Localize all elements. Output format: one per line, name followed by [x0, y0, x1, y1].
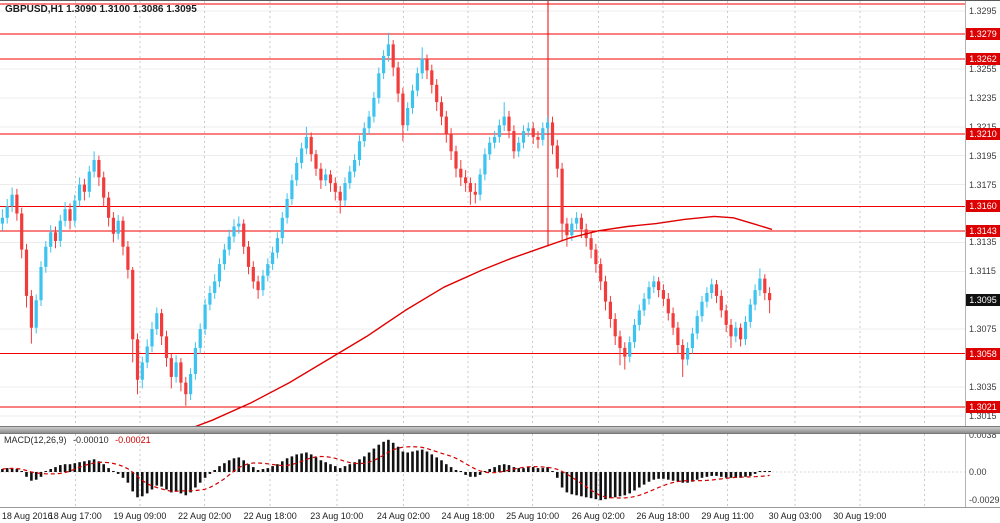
price-tick-label: 1.3295: [969, 6, 997, 17]
time-axis-label: 18 Aug 2016: [1, 511, 53, 521]
time-axis-label: 24 Aug 02:00: [376, 511, 430, 521]
time-axis-label: 26 Aug 02:00: [571, 511, 625, 521]
price-tick-label: 1.3175: [969, 179, 997, 190]
time-axis-label: 23 Aug 10:00: [310, 511, 364, 521]
price-tick-label: 1.3135: [969, 237, 997, 248]
price-tick-label: 1.3075: [969, 324, 997, 335]
macd-tick-label: 0.0038: [969, 429, 997, 440]
time-axis-label: 30 Aug 03:00: [768, 511, 822, 521]
price-axis[interactable]: 1.3295 1.3255 1.3235 1.3215 1.3195 1.3175 1.31…: [965, 1, 1000, 507]
price-level-tag: 1.3143: [966, 224, 1000, 237]
price-tick-label: 1.3215: [969, 121, 997, 132]
main-chart-pane[interactable]: [0, 1, 965, 426]
time-axis-label: 25 Aug 10:00: [506, 511, 560, 521]
price-tick-label: 1.3195: [969, 150, 997, 161]
time-axis-label: 24 Aug 18:00: [441, 511, 495, 521]
time-axis-label: 29 Aug 11:00: [701, 511, 754, 521]
time-axis-label: 18 Aug 17:00: [48, 511, 102, 521]
price-level-tag: 1.3210: [966, 127, 1000, 140]
macd-histogram: [1, 439, 771, 501]
macd-tick-label: 0.00: [969, 466, 987, 477]
sma-line: [194, 215, 773, 426]
price-level-tag: 1.3279: [966, 28, 1000, 41]
time-axis-label: 19 Aug 09:00: [113, 511, 167, 521]
macd-main-value: -0.00010: [73, 435, 109, 445]
macd-indicator-label: MACD(12,26,9) -0.00010 -0.00021: [4, 435, 155, 445]
price-level-tag: 1.3058: [966, 347, 1000, 360]
current-price-tag: 1.3095: [966, 294, 1000, 307]
macd-pane[interactable]: [0, 434, 965, 507]
price-level-tag: 1.3021: [966, 401, 1000, 414]
time-axis-label: 30 Aug 19:00: [833, 511, 887, 521]
price-level-tag: 1.3262: [966, 52, 1000, 65]
price-tick-label: 1.3235: [969, 92, 997, 103]
macd-tick-label: -0.0029: [969, 495, 1000, 506]
price-level-tag: 1.3160: [966, 200, 1000, 213]
candles-layer: [0, 32, 772, 406]
price-tick-label: 1.3115: [969, 266, 996, 277]
pane-separator[interactable]: [0, 426, 1000, 434]
macd-signal-value: -0.00021: [115, 435, 151, 445]
time-axis-label: 26 Aug 18:00: [636, 511, 690, 521]
macd-params: MACD(12,26,9): [4, 435, 67, 445]
price-tick-label: 1.3015: [969, 410, 997, 421]
price-tick-label: 1.3255: [969, 63, 997, 74]
symbol-ohlc-label: GBPUSD,H1 1.3090 1.3100 1.3086 1.3095: [5, 4, 197, 15]
time-axis-label: 22 Aug 02:00: [178, 511, 232, 521]
time-axis[interactable]: 18 Aug 2016 18 Aug 17:00 19 Aug 09:00 22 Au…: [0, 507, 1000, 523]
price-tick-label: 1.3035: [969, 381, 997, 392]
time-axis-label: 22 Aug 18:00: [243, 511, 297, 521]
